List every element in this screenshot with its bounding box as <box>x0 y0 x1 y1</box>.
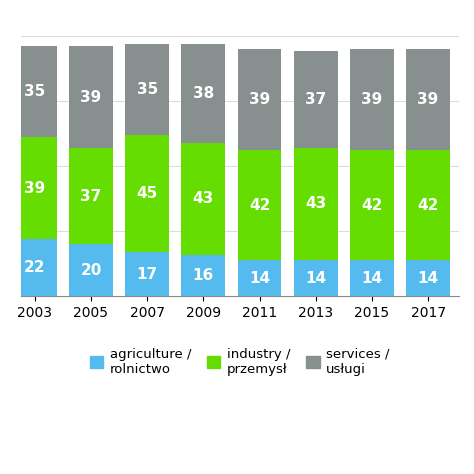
Bar <box>294 260 337 296</box>
Legend: agriculture /
rolnictwo, industry /
przemysł, services /
usługi: agriculture / rolnictwo, industry / prze… <box>85 342 395 381</box>
Bar <box>237 260 282 296</box>
Text: 39: 39 <box>361 92 383 107</box>
Bar <box>125 252 169 296</box>
Bar <box>237 49 282 150</box>
Text: 35: 35 <box>24 84 46 100</box>
Text: 37: 37 <box>80 189 101 203</box>
Bar <box>125 135 169 252</box>
Bar <box>182 44 225 143</box>
Bar <box>13 46 57 137</box>
Bar <box>182 143 225 255</box>
Bar <box>294 148 337 260</box>
Bar <box>69 244 113 296</box>
Bar <box>350 260 394 296</box>
Text: 22: 22 <box>24 260 46 275</box>
Text: 14: 14 <box>418 271 438 286</box>
Bar <box>13 137 57 239</box>
Bar <box>406 260 450 296</box>
Bar <box>294 52 337 148</box>
Text: 43: 43 <box>193 191 214 206</box>
Bar <box>182 255 225 296</box>
Text: 42: 42 <box>418 198 439 213</box>
Text: 43: 43 <box>305 196 326 211</box>
Text: 14: 14 <box>249 271 270 286</box>
Bar <box>69 46 113 148</box>
Text: 39: 39 <box>24 181 46 196</box>
Bar <box>406 49 450 150</box>
Text: 14: 14 <box>361 271 383 286</box>
Text: 14: 14 <box>305 271 326 286</box>
Text: 39: 39 <box>80 90 101 105</box>
Text: 20: 20 <box>80 263 101 278</box>
Text: 42: 42 <box>361 198 383 213</box>
Text: 16: 16 <box>193 268 214 283</box>
Bar <box>69 148 113 244</box>
Bar <box>350 49 394 150</box>
Bar <box>125 44 169 135</box>
Bar <box>406 150 450 260</box>
Text: 42: 42 <box>249 198 270 213</box>
Text: 35: 35 <box>137 82 158 97</box>
Text: 39: 39 <box>418 92 439 107</box>
Text: 38: 38 <box>193 86 214 100</box>
Text: 45: 45 <box>137 186 158 201</box>
Bar <box>237 150 282 260</box>
Text: 39: 39 <box>249 92 270 107</box>
Bar <box>13 239 57 296</box>
Text: 17: 17 <box>137 267 158 282</box>
Text: 37: 37 <box>305 92 326 107</box>
Bar <box>350 150 394 260</box>
